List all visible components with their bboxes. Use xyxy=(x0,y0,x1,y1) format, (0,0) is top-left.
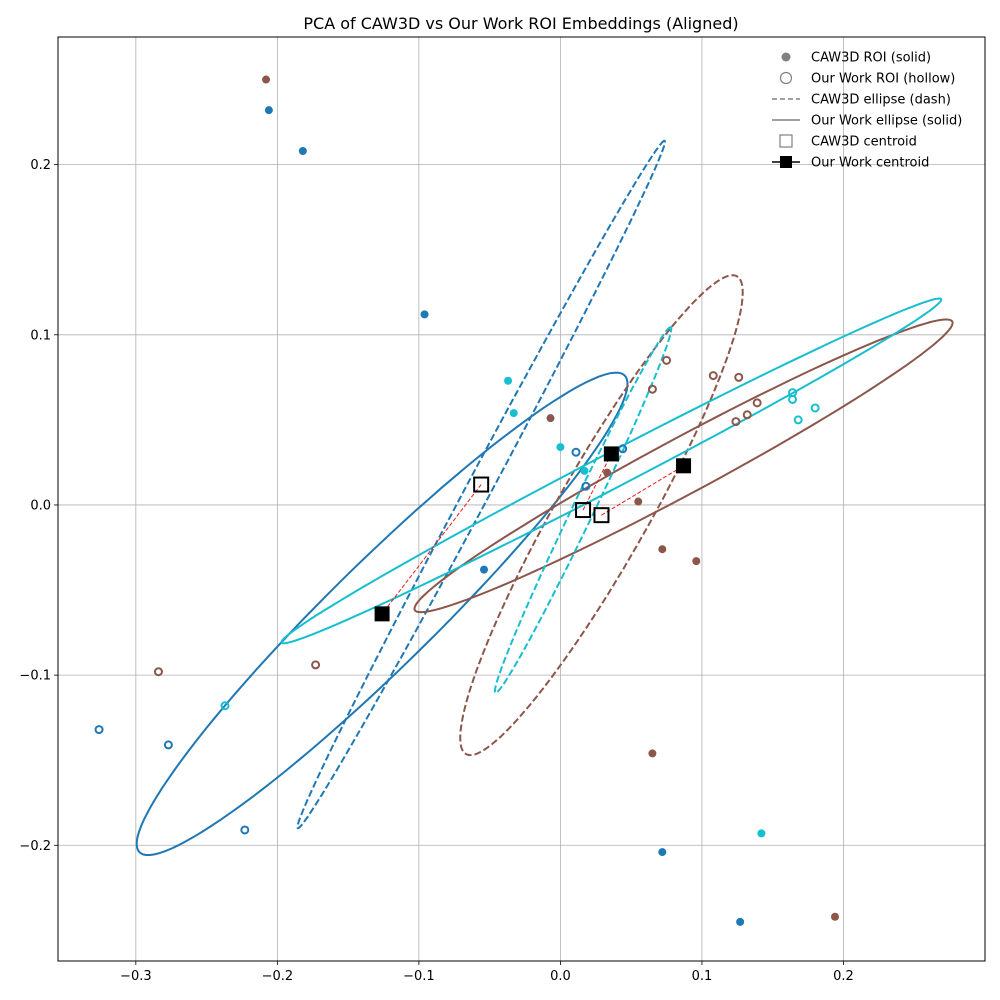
legend-label: Our Work centroid xyxy=(811,156,929,171)
x-tick-label: 0.1 xyxy=(692,969,713,984)
caw3d-roi-point xyxy=(736,917,745,926)
our-work-ellipse xyxy=(135,371,629,856)
x-tick-label: −0.1 xyxy=(403,969,435,984)
y-tick-label: −0.2 xyxy=(19,839,51,854)
our-work-roi-point xyxy=(220,701,230,711)
our-work-roi-point xyxy=(788,394,798,404)
our-work-centroid xyxy=(374,606,390,622)
our-work-ellipse xyxy=(280,297,943,645)
caw3d-roi-point xyxy=(479,565,488,574)
x-tick-label: 0.0 xyxy=(550,969,571,984)
axis-ticks: −0.3 −0.2 −0.1 0.0 0.1 0.2 −0.2 −0.1 0.0 0.1 0.2 xyxy=(19,158,853,984)
our-work-roi-point xyxy=(240,825,250,835)
plot-frame xyxy=(57,36,986,962)
ellipses xyxy=(135,139,954,856)
our-work-roi-point xyxy=(571,447,581,457)
our-work-roi-point xyxy=(731,417,741,427)
caw3d-ellipse xyxy=(493,326,673,694)
caw3d-centroid xyxy=(593,507,610,524)
our-work-roi-point xyxy=(647,384,657,394)
our-work-roi-point xyxy=(163,740,173,750)
caw3d-roi-point xyxy=(830,912,839,921)
y-tick-label: 0.2 xyxy=(30,158,51,173)
legend-marker-filled-square xyxy=(780,156,792,168)
grid xyxy=(58,37,985,961)
legend-label: CAW3D centroid xyxy=(811,135,917,150)
caw3d-roi-point xyxy=(634,497,643,506)
legend-label: Our Work ROI (hollow) xyxy=(811,72,955,87)
centroid-link xyxy=(601,465,684,516)
our-work-roi-point xyxy=(752,398,762,408)
our-work-roi-point xyxy=(581,481,591,491)
our-work-roi-point xyxy=(153,667,163,677)
our-work-roi-point xyxy=(810,403,820,413)
our-work-roi-point xyxy=(94,725,104,735)
centroids xyxy=(374,446,692,622)
legend-marker-hollow-dot xyxy=(779,71,793,85)
chart-title: PCA of CAW3D vs Our Work ROI Embeddings … xyxy=(303,14,738,33)
caw3d-roi-point xyxy=(264,106,273,115)
legend-marker-hollow-square xyxy=(779,134,793,148)
caw3d-roi-point xyxy=(420,310,429,319)
caw3d-ellipse xyxy=(459,274,744,757)
centroid-link xyxy=(582,453,612,511)
legend-label: CAW3D ROI (solid) xyxy=(811,51,931,66)
legend-label: Our Work ellipse (solid) xyxy=(811,114,962,129)
our-work-roi-point xyxy=(793,415,803,425)
roi-points xyxy=(94,75,839,926)
caw3d-roi-point xyxy=(603,468,612,477)
caw3d-roi-point xyxy=(580,466,589,475)
caw3d-centroid xyxy=(575,502,592,519)
caw3d-roi-point xyxy=(262,75,271,84)
caw3d-roi-point xyxy=(504,376,513,385)
y-tick-label: 0.0 xyxy=(30,498,51,513)
our-work-roi-point xyxy=(742,410,752,420)
caw3d-roi-point xyxy=(757,829,766,838)
legend-label: CAW3D ellipse (dash) xyxy=(811,93,951,108)
caw3d-centroid xyxy=(473,476,490,493)
legend-marker-solid-dot xyxy=(781,52,791,62)
caw3d-roi-point xyxy=(648,749,657,758)
our-work-centroid xyxy=(676,458,692,474)
our-work-roi-point xyxy=(311,660,321,670)
caw3d-roi-point xyxy=(509,409,518,418)
our-work-ellipse xyxy=(413,318,954,614)
legend: CAW3D ROI (solid) Our Work ROI (hollow) CA… xyxy=(772,51,962,171)
our-work-roi-point xyxy=(662,355,672,365)
our-work-centroid xyxy=(603,446,619,462)
x-tick-label: −0.2 xyxy=(262,969,294,984)
y-tick-label: 0.1 xyxy=(30,328,51,343)
caw3d-roi-point xyxy=(298,147,307,156)
our-work-roi-point xyxy=(708,371,718,381)
caw3d-roi-point xyxy=(658,545,667,554)
centroid-link xyxy=(381,484,482,615)
our-work-roi-point xyxy=(618,444,628,454)
caw3d-roi-point xyxy=(546,414,555,423)
caw3d-roi-point xyxy=(658,848,667,857)
our-work-roi-point xyxy=(734,372,744,382)
caw3d-roi-point xyxy=(692,557,701,566)
y-tick-label: −0.1 xyxy=(19,669,51,684)
caw3d-roi-point xyxy=(556,443,565,452)
caw3d-ellipse xyxy=(296,139,666,830)
x-tick-label: −0.3 xyxy=(120,969,152,984)
x-tick-label: 0.2 xyxy=(833,969,854,984)
